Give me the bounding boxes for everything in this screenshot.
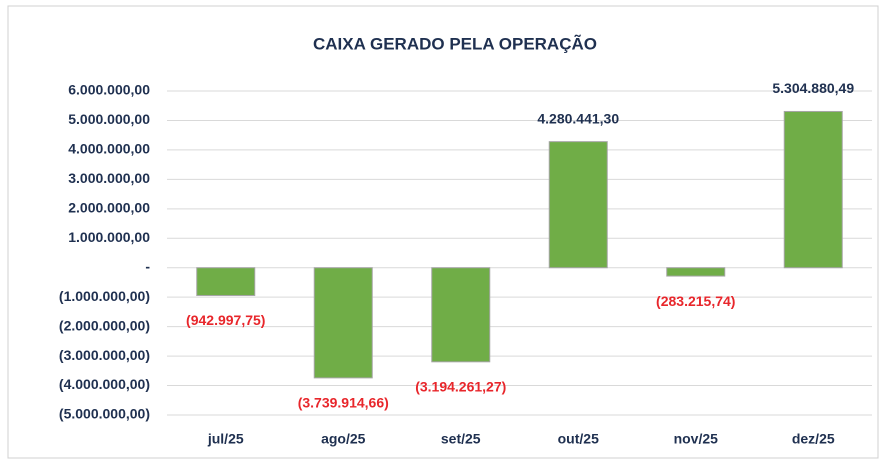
y-tick-label: - — [145, 258, 150, 274]
y-tick-label: 4.000.000,00 — [68, 141, 150, 157]
y-tick-label: (2.000.000,00) — [59, 317, 150, 333]
data-label: (283.215,74) — [656, 293, 735, 309]
x-tick-label: ago/25 — [321, 431, 366, 447]
bar — [431, 267, 491, 363]
data-label: (3.739.914,66) — [298, 395, 389, 411]
data-label: 5.304.880,49 — [772, 80, 854, 96]
bar — [196, 267, 256, 297]
y-tick-label: (4.000.000,00) — [59, 376, 150, 392]
y-tick-label: (1.000.000,00) — [59, 288, 150, 304]
bar — [313, 267, 373, 379]
x-tick-label: jul/25 — [207, 431, 244, 447]
bar — [783, 110, 843, 269]
x-tick-label: out/25 — [558, 431, 599, 447]
y-tick-label: 6.000.000,00 — [68, 82, 150, 98]
data-label: 4.280.441,30 — [537, 110, 619, 126]
data-label: (942.997,75) — [186, 312, 265, 328]
y-tick-label: (5.000.000,00) — [59, 406, 150, 422]
bar — [548, 141, 608, 269]
x-tick-label: set/25 — [441, 431, 481, 447]
data-label: (3.194.261,27) — [415, 379, 506, 395]
bar — [666, 267, 726, 277]
y-tick-label: 3.000.000,00 — [68, 170, 150, 186]
x-tick-label: dez/25 — [792, 431, 835, 447]
chart-border — [7, 5, 879, 459]
chart-title: CAIXA GERADO PELA OPERAÇÃO — [313, 33, 597, 53]
x-tick-label: nov/25 — [674, 431, 719, 447]
y-tick-label: 1.000.000,00 — [68, 229, 150, 245]
y-tick-label: 2.000.000,00 — [68, 200, 150, 216]
y-tick-label: 5.000.000,00 — [68, 111, 150, 127]
y-tick-label: (3.000.000,00) — [59, 347, 150, 363]
